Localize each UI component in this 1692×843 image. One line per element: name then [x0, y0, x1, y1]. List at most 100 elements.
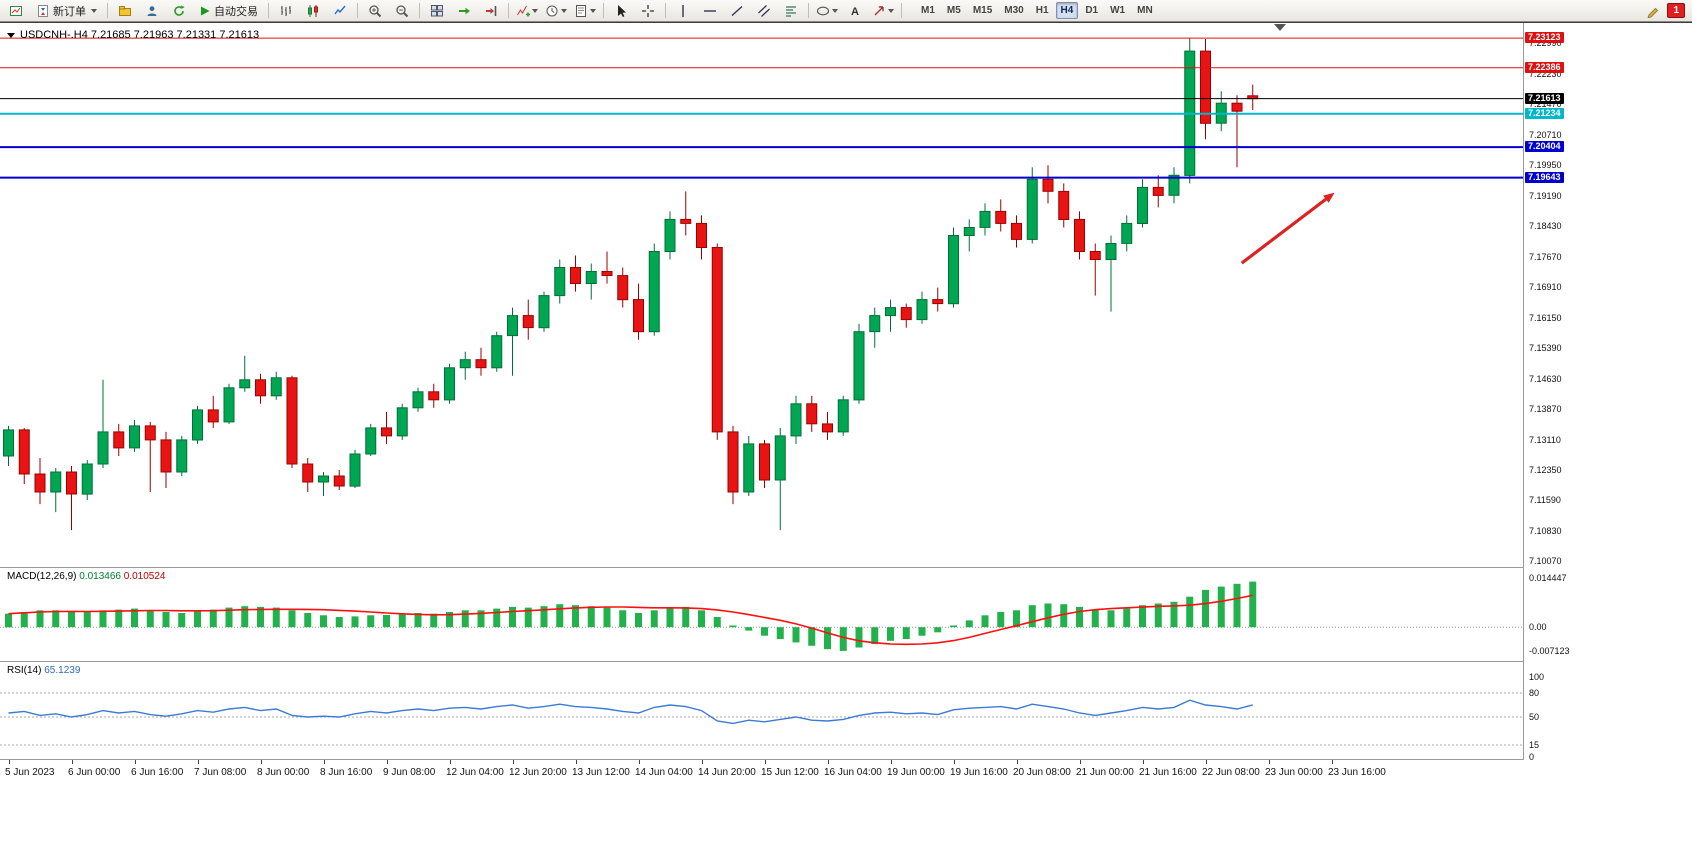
trendline-button[interactable]: [724, 1, 750, 21]
pane-divider[interactable]: [0, 661, 1692, 662]
price-line-label[interactable]: 7.19643: [1525, 172, 1564, 183]
timeframe-m1-button[interactable]: M1: [921, 5, 935, 16]
time-tick: [702, 760, 703, 764]
timeframe-w1-button[interactable]: W1: [1110, 5, 1126, 16]
cursor-icon: [618, 4, 626, 17]
price-line-label[interactable]: 7.21613: [1525, 93, 1564, 104]
time-label: 15 Jun 12:00: [761, 767, 819, 778]
document-button[interactable]: [112, 1, 138, 21]
time-label: 12 Jun 04:00: [446, 767, 504, 778]
user-profile-button[interactable]: [139, 1, 165, 21]
trend-arrow-head[interactable]: [1323, 192, 1335, 203]
fibonacci-button[interactable]: [778, 1, 804, 21]
edit-button[interactable]: [1640, 1, 1666, 21]
new-chart-button[interactable]: [3, 1, 29, 21]
candle-body: [1152, 186, 1164, 196]
refresh-button[interactable]: [166, 1, 192, 21]
price-tick-label: 7.16150: [1529, 313, 1562, 323]
toolbar: 新订单 自动交易: [0, 0, 1692, 22]
candle-body: [318, 475, 329, 483]
candle-body: [365, 427, 377, 455]
macd-histogram-bar: [808, 627, 816, 646]
time-label: 6 Jun 00:00: [68, 767, 121, 778]
notifications-badge[interactable]: 1: [1667, 3, 1685, 18]
horizontal-line-button[interactable]: [697, 1, 723, 21]
macd-histogram-bar: [414, 613, 422, 628]
chevron-down-icon: [590, 8, 596, 13]
macd-histogram-bar: [430, 613, 438, 628]
periods-button[interactable]: [542, 1, 570, 21]
candle-body: [507, 315, 518, 337]
candle-body: [396, 407, 408, 437]
tile-windows-button[interactable]: [424, 1, 450, 21]
crosshair-button[interactable]: [635, 1, 661, 21]
price-tick-label: 7.12350: [1529, 465, 1562, 475]
crosshair-icon: [642, 4, 654, 17]
macd-histogram-bar: [477, 610, 485, 628]
time-tick: [198, 760, 199, 764]
rs-tick-label: 15: [1529, 740, 1540, 750]
candlestick-chart-button[interactable]: [300, 1, 326, 21]
timeframe-h4-button[interactable]: H4: [1055, 2, 1079, 19]
macd-name: MACD(12,26,9): [7, 571, 77, 582]
trend-arrow-line[interactable]: [1240, 196, 1329, 265]
chart-window[interactable]: USDCNH-.H4 7.21685 7.21963 7.21331 7.216…: [0, 22, 1692, 781]
macd-histogram-bar: [666, 607, 674, 628]
arrow-object-icon: [874, 5, 884, 15]
rsi-name: RSI(14): [7, 665, 42, 676]
price-line-label[interactable]: 7.23123: [1525, 32, 1564, 43]
chart-shift-button[interactable]: [478, 1, 504, 21]
auto-scroll-button[interactable]: [451, 1, 477, 21]
autotrading-button[interactable]: 自动交易: [193, 1, 264, 21]
timeframe-d1-button[interactable]: D1: [1085, 5, 1099, 16]
candle-body: [286, 377, 298, 465]
price-axis[interactable]: 7.22990 7.22230 7.21470 7.20710 7.19950 7.191…: [1523, 23, 1692, 762]
price-line-label[interactable]: 7.21234: [1525, 108, 1564, 119]
timeframe-h1-button[interactable]: H1: [1035, 5, 1049, 16]
macd-histogram-bar: [304, 613, 312, 628]
time-tick: [1269, 760, 1270, 764]
bar-chart-button[interactable]: [273, 1, 299, 21]
macd-histogram-bar: [540, 606, 548, 628]
timeframe-mn-button[interactable]: MN: [1137, 5, 1153, 16]
pane-divider[interactable]: [0, 759, 1692, 760]
channel-button[interactable]: [751, 1, 777, 21]
text-button[interactable]: A: [842, 1, 868, 21]
text-icon: A: [851, 6, 859, 18]
time-axis[interactable]: 5 Jun 2023 6 Jun 00:00 6 Jun 16:00 7 Jun 08…: [0, 760, 1692, 781]
arrow-objects-button[interactable]: [869, 1, 897, 21]
chart-shift-marker[interactable]: [1274, 24, 1286, 31]
time-label: 8 Jun 00:00: [257, 767, 310, 778]
svg-text:A: A: [851, 6, 859, 18]
macd-histogram-bar: [194, 610, 201, 628]
time-label: 21 Jun 16:00: [1139, 767, 1197, 778]
horizontal-line-icon: [704, 9, 716, 12]
macd-histogram-bar: [209, 609, 217, 628]
rsi-panel[interactable]: [0, 662, 1523, 759]
new-order-button[interactable]: 新订单: [30, 1, 103, 21]
timeframe-m15-button[interactable]: M15: [972, 5, 993, 16]
indicators-button[interactable]: [513, 1, 541, 21]
cursor-button[interactable]: [608, 1, 634, 21]
time-label: 16 Jun 04:00: [824, 767, 882, 778]
time-tick: [135, 760, 136, 764]
chart-menu-icon[interactable]: [7, 32, 15, 38]
line-chart-button[interactable]: [327, 1, 353, 21]
price-line-label[interactable]: 7.22386: [1525, 62, 1564, 73]
candle-body: [1231, 102, 1243, 112]
price-tick-label: 7.15390: [1529, 343, 1562, 353]
timeframe-m30-button[interactable]: M30: [1004, 5, 1024, 16]
candle-body: [1026, 178, 1038, 240]
pane-divider[interactable]: [0, 567, 1692, 568]
timeframe-m5-button[interactable]: M5: [946, 5, 961, 16]
zoom-in-button[interactable]: [362, 1, 388, 21]
shapes-button[interactable]: [813, 1, 841, 21]
price-chart[interactable]: [0, 23, 1523, 567]
candle-body: [885, 307, 896, 317]
templates-button[interactable]: [571, 1, 599, 21]
price-line-label[interactable]: 7.20404: [1525, 141, 1564, 152]
time-tick: [324, 760, 325, 764]
macd-panel[interactable]: [0, 568, 1523, 661]
vertical-line-button[interactable]: [670, 1, 696, 21]
zoom-out-button[interactable]: [389, 1, 415, 21]
